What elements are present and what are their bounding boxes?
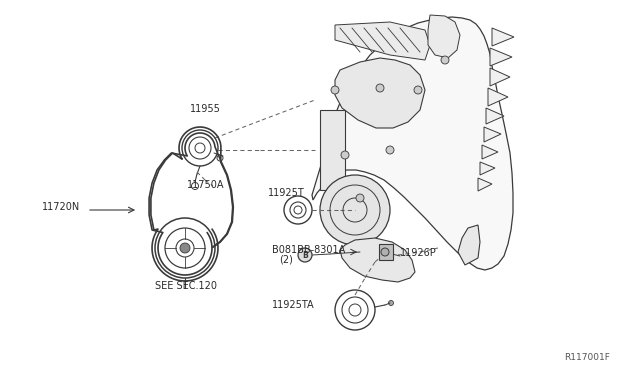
Polygon shape — [478, 178, 492, 191]
Text: SEE SEC.120: SEE SEC.120 — [155, 281, 217, 291]
Polygon shape — [340, 238, 415, 282]
Text: 11925TA: 11925TA — [273, 300, 315, 310]
Polygon shape — [490, 48, 512, 66]
Polygon shape — [312, 17, 513, 270]
Polygon shape — [480, 162, 495, 175]
Polygon shape — [490, 68, 510, 86]
Text: B: B — [302, 250, 308, 260]
Text: 11720N: 11720N — [42, 202, 80, 212]
Polygon shape — [320, 110, 345, 190]
Text: 11926P: 11926P — [400, 248, 436, 258]
Circle shape — [381, 248, 389, 256]
Bar — [379, 244, 393, 260]
Polygon shape — [428, 15, 460, 58]
Circle shape — [441, 56, 449, 64]
Circle shape — [320, 175, 390, 245]
Circle shape — [414, 86, 422, 94]
Text: (2): (2) — [279, 254, 293, 264]
Circle shape — [376, 84, 384, 92]
Polygon shape — [335, 22, 430, 60]
Polygon shape — [488, 88, 508, 106]
Polygon shape — [335, 58, 425, 128]
Text: B081BB-8301A: B081BB-8301A — [272, 245, 345, 255]
Text: 11925T: 11925T — [268, 188, 305, 198]
Circle shape — [298, 248, 312, 262]
Circle shape — [341, 151, 349, 159]
Circle shape — [386, 146, 394, 154]
Text: 11750A: 11750A — [187, 180, 225, 190]
Circle shape — [388, 301, 394, 305]
Text: R117001F: R117001F — [564, 353, 610, 362]
Polygon shape — [484, 127, 501, 142]
Circle shape — [356, 194, 364, 202]
Polygon shape — [482, 145, 498, 159]
Polygon shape — [458, 225, 480, 265]
Circle shape — [331, 86, 339, 94]
Circle shape — [180, 243, 190, 253]
Polygon shape — [486, 108, 504, 124]
Polygon shape — [492, 28, 514, 46]
Text: 11955: 11955 — [190, 104, 221, 114]
